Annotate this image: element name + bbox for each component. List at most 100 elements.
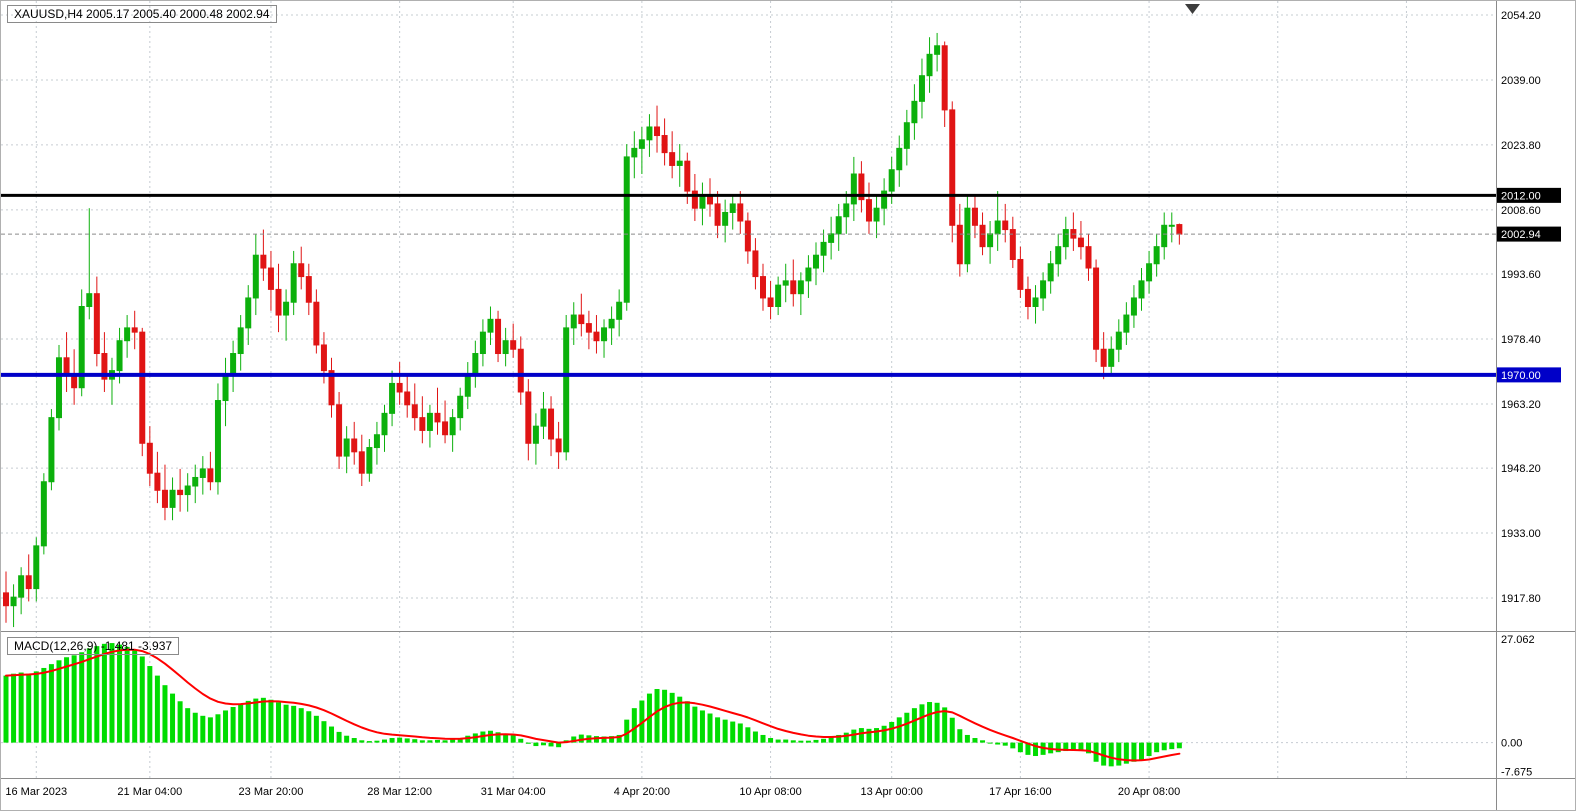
- candle: [320, 344, 327, 372]
- macd-bar: [593, 736, 599, 743]
- candle: [585, 323, 592, 333]
- candle: [532, 425, 539, 444]
- candle: [1146, 263, 1153, 282]
- price-tick-label: 2023.80: [1501, 140, 1541, 152]
- candle: [25, 575, 32, 590]
- macd-bar: [911, 708, 917, 743]
- candle: [48, 417, 55, 483]
- macd-bar: [238, 703, 244, 743]
- macd-bar: [313, 715, 319, 743]
- candle: [1168, 224, 1175, 227]
- candle: [290, 263, 297, 303]
- macd-bar: [677, 696, 683, 743]
- candle: [199, 468, 206, 478]
- macd-bar: [434, 739, 440, 743]
- time-label: 10 Apr 08:00: [739, 786, 801, 798]
- macd-bar: [874, 728, 880, 743]
- price-scale-area[interactable]: [1496, 1, 1576, 779]
- candle: [184, 485, 191, 496]
- price-tick-label: 2054.20: [1501, 10, 1541, 22]
- candle: [941, 45, 948, 111]
- macd-bar: [1169, 742, 1175, 750]
- candle: [472, 353, 479, 376]
- candle: [1062, 229, 1069, 248]
- candle: [1138, 280, 1145, 299]
- macd-bar: [192, 712, 198, 743]
- macd-bar: [1123, 742, 1129, 764]
- macd-bar: [124, 646, 130, 743]
- candle: [131, 327, 138, 333]
- candle: [1100, 348, 1107, 367]
- candle: [124, 327, 131, 342]
- macd-bar: [1101, 742, 1107, 766]
- candle: [691, 190, 698, 209]
- macd-bar: [1161, 742, 1167, 751]
- candle: [548, 408, 555, 440]
- macd-bar: [397, 737, 403, 743]
- price-tick-label: 1917.80: [1501, 593, 1541, 605]
- candle: [956, 224, 963, 265]
- candle: [495, 318, 502, 355]
- time-label: 13 Apr 00:00: [860, 786, 922, 798]
- macd-bar: [1017, 742, 1023, 753]
- candle: [116, 340, 123, 372]
- candle: [684, 160, 691, 192]
- macd-bar: [18, 672, 24, 743]
- macd-bar: [185, 708, 191, 743]
- candle: [3, 592, 9, 607]
- macd-bar: [117, 644, 123, 743]
- macd-bar: [624, 719, 630, 743]
- macd-bar: [132, 649, 138, 743]
- candle: [918, 75, 925, 102]
- candle: [464, 374, 471, 397]
- candle: [245, 297, 252, 329]
- candle: [1009, 229, 1016, 260]
- candle: [601, 327, 608, 342]
- candle: [146, 442, 153, 474]
- candle: [1047, 263, 1054, 282]
- candle: [373, 434, 380, 449]
- candle: [449, 417, 456, 436]
- macd-bar: [154, 675, 160, 743]
- macd-bar: [684, 701, 690, 743]
- candle: [10, 596, 17, 607]
- macd-bar: [949, 717, 955, 743]
- macd-bar: [510, 735, 516, 743]
- price-plot-area[interactable]: [1, 1, 1496, 632]
- candle: [139, 331, 146, 444]
- macd-bar: [260, 697, 266, 743]
- macd-bar: [283, 704, 289, 743]
- candle: [177, 489, 184, 496]
- macd-bar: [298, 708, 304, 743]
- macd-bar: [987, 742, 993, 744]
- chart-shift-marker-icon[interactable]: [1185, 4, 1200, 14]
- time-label: 16 Mar 2023: [5, 786, 67, 798]
- macd-bar: [442, 740, 448, 743]
- candle: [623, 156, 630, 303]
- candle: [1077, 237, 1084, 248]
- macd-plot-area[interactable]: [1, 632, 1496, 779]
- candle: [714, 203, 721, 226]
- macd-bar: [904, 712, 910, 743]
- macd-bar: [64, 657, 70, 743]
- candle: [517, 348, 524, 393]
- macd-bar: [1078, 742, 1084, 752]
- candle: [404, 391, 411, 406]
- candle: [911, 100, 918, 124]
- candle: [487, 318, 494, 333]
- candle: [419, 417, 426, 431]
- candle: [926, 53, 933, 77]
- candle: [192, 476, 199, 487]
- macd-bar: [518, 738, 524, 743]
- candle: [593, 331, 600, 342]
- candle: [888, 169, 895, 192]
- candle: [987, 233, 994, 248]
- candle: [426, 412, 433, 431]
- candle: [260, 254, 267, 269]
- macd-bar: [276, 702, 282, 743]
- macd-bar: [540, 742, 546, 746]
- candle: [343, 438, 350, 457]
- candle: [964, 207, 971, 265]
